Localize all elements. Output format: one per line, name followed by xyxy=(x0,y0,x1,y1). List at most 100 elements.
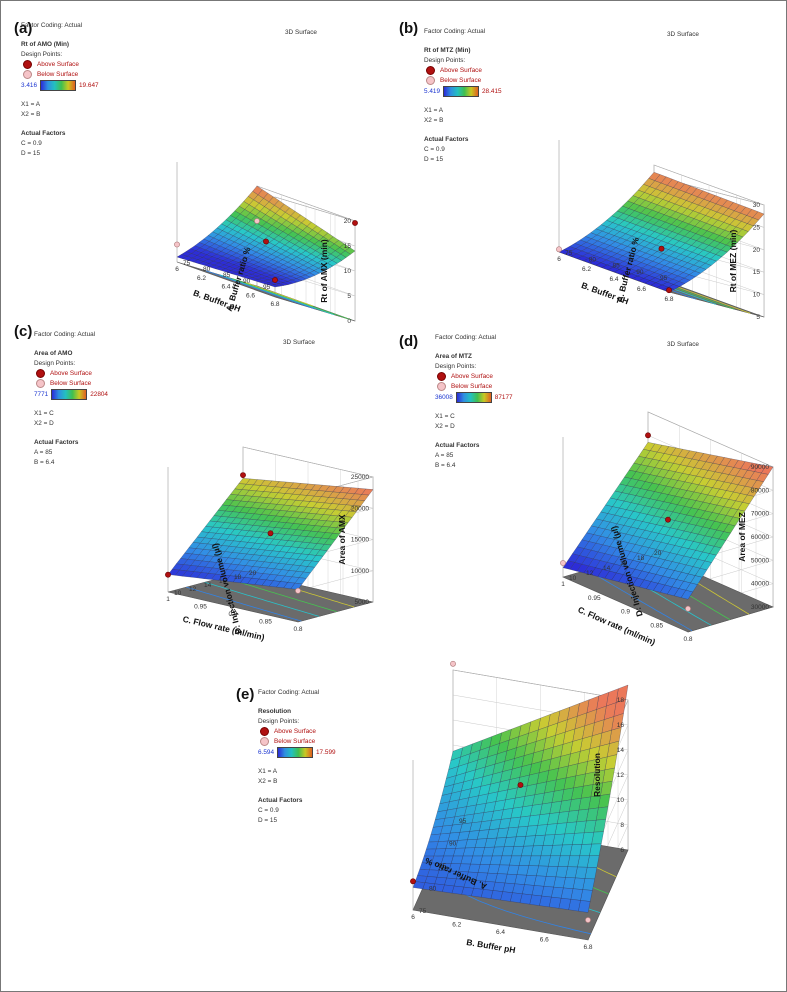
x1-assignment: X1 = C xyxy=(34,409,54,417)
x2-assignment: X2 = B xyxy=(21,110,41,118)
z-tick-label: 90000 xyxy=(751,464,769,471)
x-tick-label: 6.6 xyxy=(246,292,255,299)
y-tick-label: 80 xyxy=(589,256,597,263)
actual-factors-heading: Actual Factors xyxy=(258,796,303,804)
y-tick-label: 85 xyxy=(439,863,447,870)
z-tick-label: 40000 xyxy=(751,581,769,588)
z-tick-label: 5000 xyxy=(355,599,370,606)
response-name: Resolution xyxy=(258,707,292,715)
x-tick-label: 6 xyxy=(411,914,415,921)
x2-assignment: X2 = D xyxy=(435,422,455,430)
above-surface-label: Above Surface xyxy=(50,369,92,377)
panel-label: (d) xyxy=(399,333,419,350)
color-scale-max: 87177 xyxy=(494,393,513,401)
factor-coding: Factor Coding: Actual xyxy=(424,28,486,35)
z-tick-label: 25000 xyxy=(351,474,369,481)
x-tick-label: 6.4 xyxy=(609,276,618,283)
design-point-above xyxy=(410,878,416,885)
design-point-above xyxy=(267,530,274,537)
x-tick-label: 6.4 xyxy=(221,284,230,291)
design-point-below xyxy=(174,241,180,248)
y-tick-label: 75 xyxy=(565,250,573,257)
color-scale-min: 3.416 xyxy=(21,81,37,89)
x-tick-label: 6 xyxy=(175,266,179,273)
above-surface-label: Above Surface xyxy=(440,66,482,74)
above-surface-label: Above Surface xyxy=(274,727,316,735)
z-axis-label: Area of MEZ xyxy=(737,512,747,562)
y-tick-label: 80 xyxy=(429,886,437,893)
factor-coding: Factor Coding: Actual xyxy=(34,331,96,338)
design-point-above xyxy=(263,238,269,245)
z-axis-label: Rt of AMX (min) xyxy=(319,239,329,303)
z-tick-label: 5 xyxy=(347,293,351,300)
response-name: Rt of AMO (Min) xyxy=(21,40,70,48)
below-surface-marker xyxy=(437,381,446,391)
z-tick-label: 80000 xyxy=(751,487,769,494)
x-tick-label: 0.85 xyxy=(650,622,663,629)
y-tick-label: 20 xyxy=(249,570,257,577)
x-tick-label: 6 xyxy=(557,256,561,263)
x1-assignment: X1 = A xyxy=(21,100,41,108)
color-gradient xyxy=(51,388,88,400)
below-surface-marker xyxy=(426,75,435,85)
design-point-above xyxy=(352,220,358,226)
design-points-label: Design Points: xyxy=(21,50,63,58)
design-point-below xyxy=(450,660,456,667)
y-tick-label: 20 xyxy=(654,550,662,557)
y-tick-label: 18 xyxy=(637,555,645,562)
panel-label: (c) xyxy=(14,323,33,340)
response-name: Area of AMO xyxy=(34,349,73,357)
design-points-label: Design Points: xyxy=(258,717,300,725)
x-tick-label: 6.2 xyxy=(582,266,591,273)
z-tick-label: 10 xyxy=(617,797,625,804)
y-tick-label: 90 xyxy=(636,269,644,276)
plot-title: 3D Surface xyxy=(667,31,699,38)
y-tick-label: 80 xyxy=(203,266,211,273)
surface-plot-5: 6 8 10 12 14 16 18 6.8 6.6 6.4 6.2 6 75 80 85 90 95 B. Bu… xyxy=(410,660,629,955)
color-gradient xyxy=(455,391,492,403)
design-point-below xyxy=(254,218,260,224)
design-point-above xyxy=(165,571,171,578)
below-surface-label: Below Surface xyxy=(37,71,79,79)
design-point-below xyxy=(585,917,591,923)
actual-factor-2: D = 15 xyxy=(21,149,41,157)
z-tick-label: 15000 xyxy=(351,537,369,544)
y-tick-label: 10 xyxy=(174,590,182,597)
color-scale: 5.419 28.415 xyxy=(424,85,544,97)
below-surface-label: Below Surface xyxy=(274,738,316,746)
legend-panel: Factor Coding: Actual Rt of AMO (Min) De… xyxy=(21,21,141,159)
actual-factor-1: C = 0.9 xyxy=(258,806,279,814)
y-tick-label: 85 xyxy=(223,272,231,279)
x-tick-label: 6.4 xyxy=(496,929,505,936)
design-points-label: Design Points: xyxy=(424,56,466,64)
plot-title: 3D Surface xyxy=(285,29,317,36)
design-point-below xyxy=(685,605,691,612)
z-axis-label: Area of AMX xyxy=(337,514,347,565)
color-scale-min: 6.594 xyxy=(258,748,274,756)
x2-assignment: X2 = D xyxy=(34,419,54,427)
x-axis-label: C. Flow rate (ml/min) xyxy=(182,614,266,643)
y-tick-label: 95 xyxy=(263,284,271,291)
plot-title: 3D Surface xyxy=(283,339,315,346)
legend-panel: Factor Coding: Actual Area of AMO Design… xyxy=(34,330,154,468)
design-point-above xyxy=(666,287,672,294)
below-surface-marker xyxy=(260,736,269,746)
y-tick-label: 14 xyxy=(603,565,611,572)
legend-panel: Factor Coding: Actual Area of MTZ Design… xyxy=(435,333,555,471)
actual-factors-heading: Actual Factors xyxy=(34,438,79,446)
response-name: Area of MTZ xyxy=(435,352,472,360)
surface-plot-4: 30000 40000 50000 60000 70000 80000 90000 0.8 0.… xyxy=(560,411,774,647)
actual-factor-1: A = 85 xyxy=(435,451,454,459)
color-gradient xyxy=(40,79,76,91)
z-axis-label: Rt of MEZ (min) xyxy=(728,229,738,292)
color-scale-max: 17.599 xyxy=(316,748,336,756)
y-tick-label: 12 xyxy=(586,570,594,577)
design-point-above xyxy=(645,432,651,439)
z-tick-label: 14 xyxy=(617,747,625,754)
x-tick-label: 0.85 xyxy=(259,619,272,626)
z-tick-label: 5 xyxy=(756,314,760,321)
z-tick-label: 30 xyxy=(753,202,761,209)
design-point-above xyxy=(517,782,524,788)
below-surface-label: Below Surface xyxy=(451,383,493,391)
